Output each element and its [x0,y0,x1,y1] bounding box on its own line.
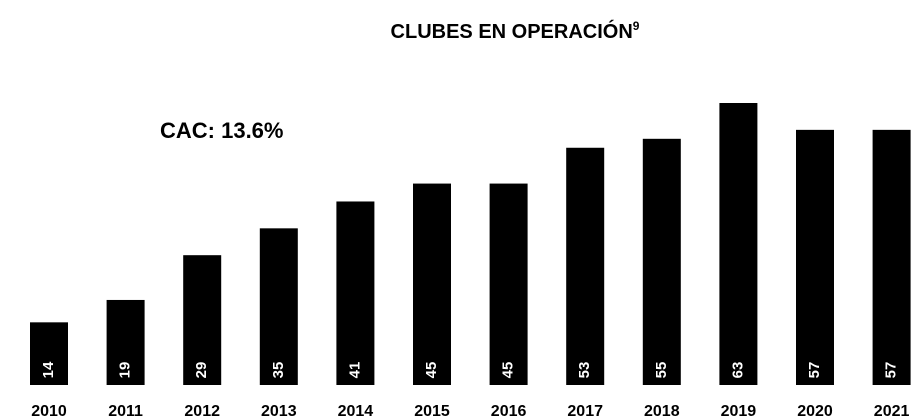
bar [336,201,375,385]
x-tick-label: 2015 [414,403,450,420]
bar [642,138,681,385]
x-tick-label: 2016 [491,403,527,420]
bar [30,322,68,385]
bar [796,129,834,385]
title-footnote: 9 [633,19,640,33]
value-label: 35 [270,362,287,379]
x-tick-label: 2010 [31,403,67,420]
bar [259,228,298,385]
x-tick-label: 2020 [797,403,833,420]
bar [719,103,758,385]
x-tick-label: 2014 [338,403,374,420]
x-tick-label: 2013 [261,403,297,420]
value-label: 14 [40,361,57,378]
bar [106,299,145,385]
value-label: 19 [117,362,134,379]
x-tick-label: 2021 [874,403,910,420]
value-label: 63 [729,362,746,379]
bar [566,147,605,385]
bar [872,129,911,385]
value-label: 53 [576,362,593,379]
value-label: 57 [806,362,823,379]
value-label: 45 [500,362,517,379]
x-tick-label: 2011 [108,403,143,420]
x-tick-label: 2019 [721,403,757,420]
value-label: 55 [653,362,670,379]
x-tick-label: 2018 [644,403,680,420]
value-label: 45 [423,362,440,379]
annotation: CAC: 13.6% [160,118,283,143]
title-text: CLUBES EN OPERACIÓN [391,19,633,43]
value-label: 29 [193,362,210,379]
x-tick-label: 2012 [184,403,220,420]
x-tick-label: 2017 [567,403,603,420]
chart-title: CLUBES EN OPERACIÓN9 [391,19,640,43]
value-label: 57 [883,362,900,379]
bar [183,255,222,385]
value-label: 41 [346,362,363,379]
bar [413,183,451,385]
bar [489,183,528,385]
